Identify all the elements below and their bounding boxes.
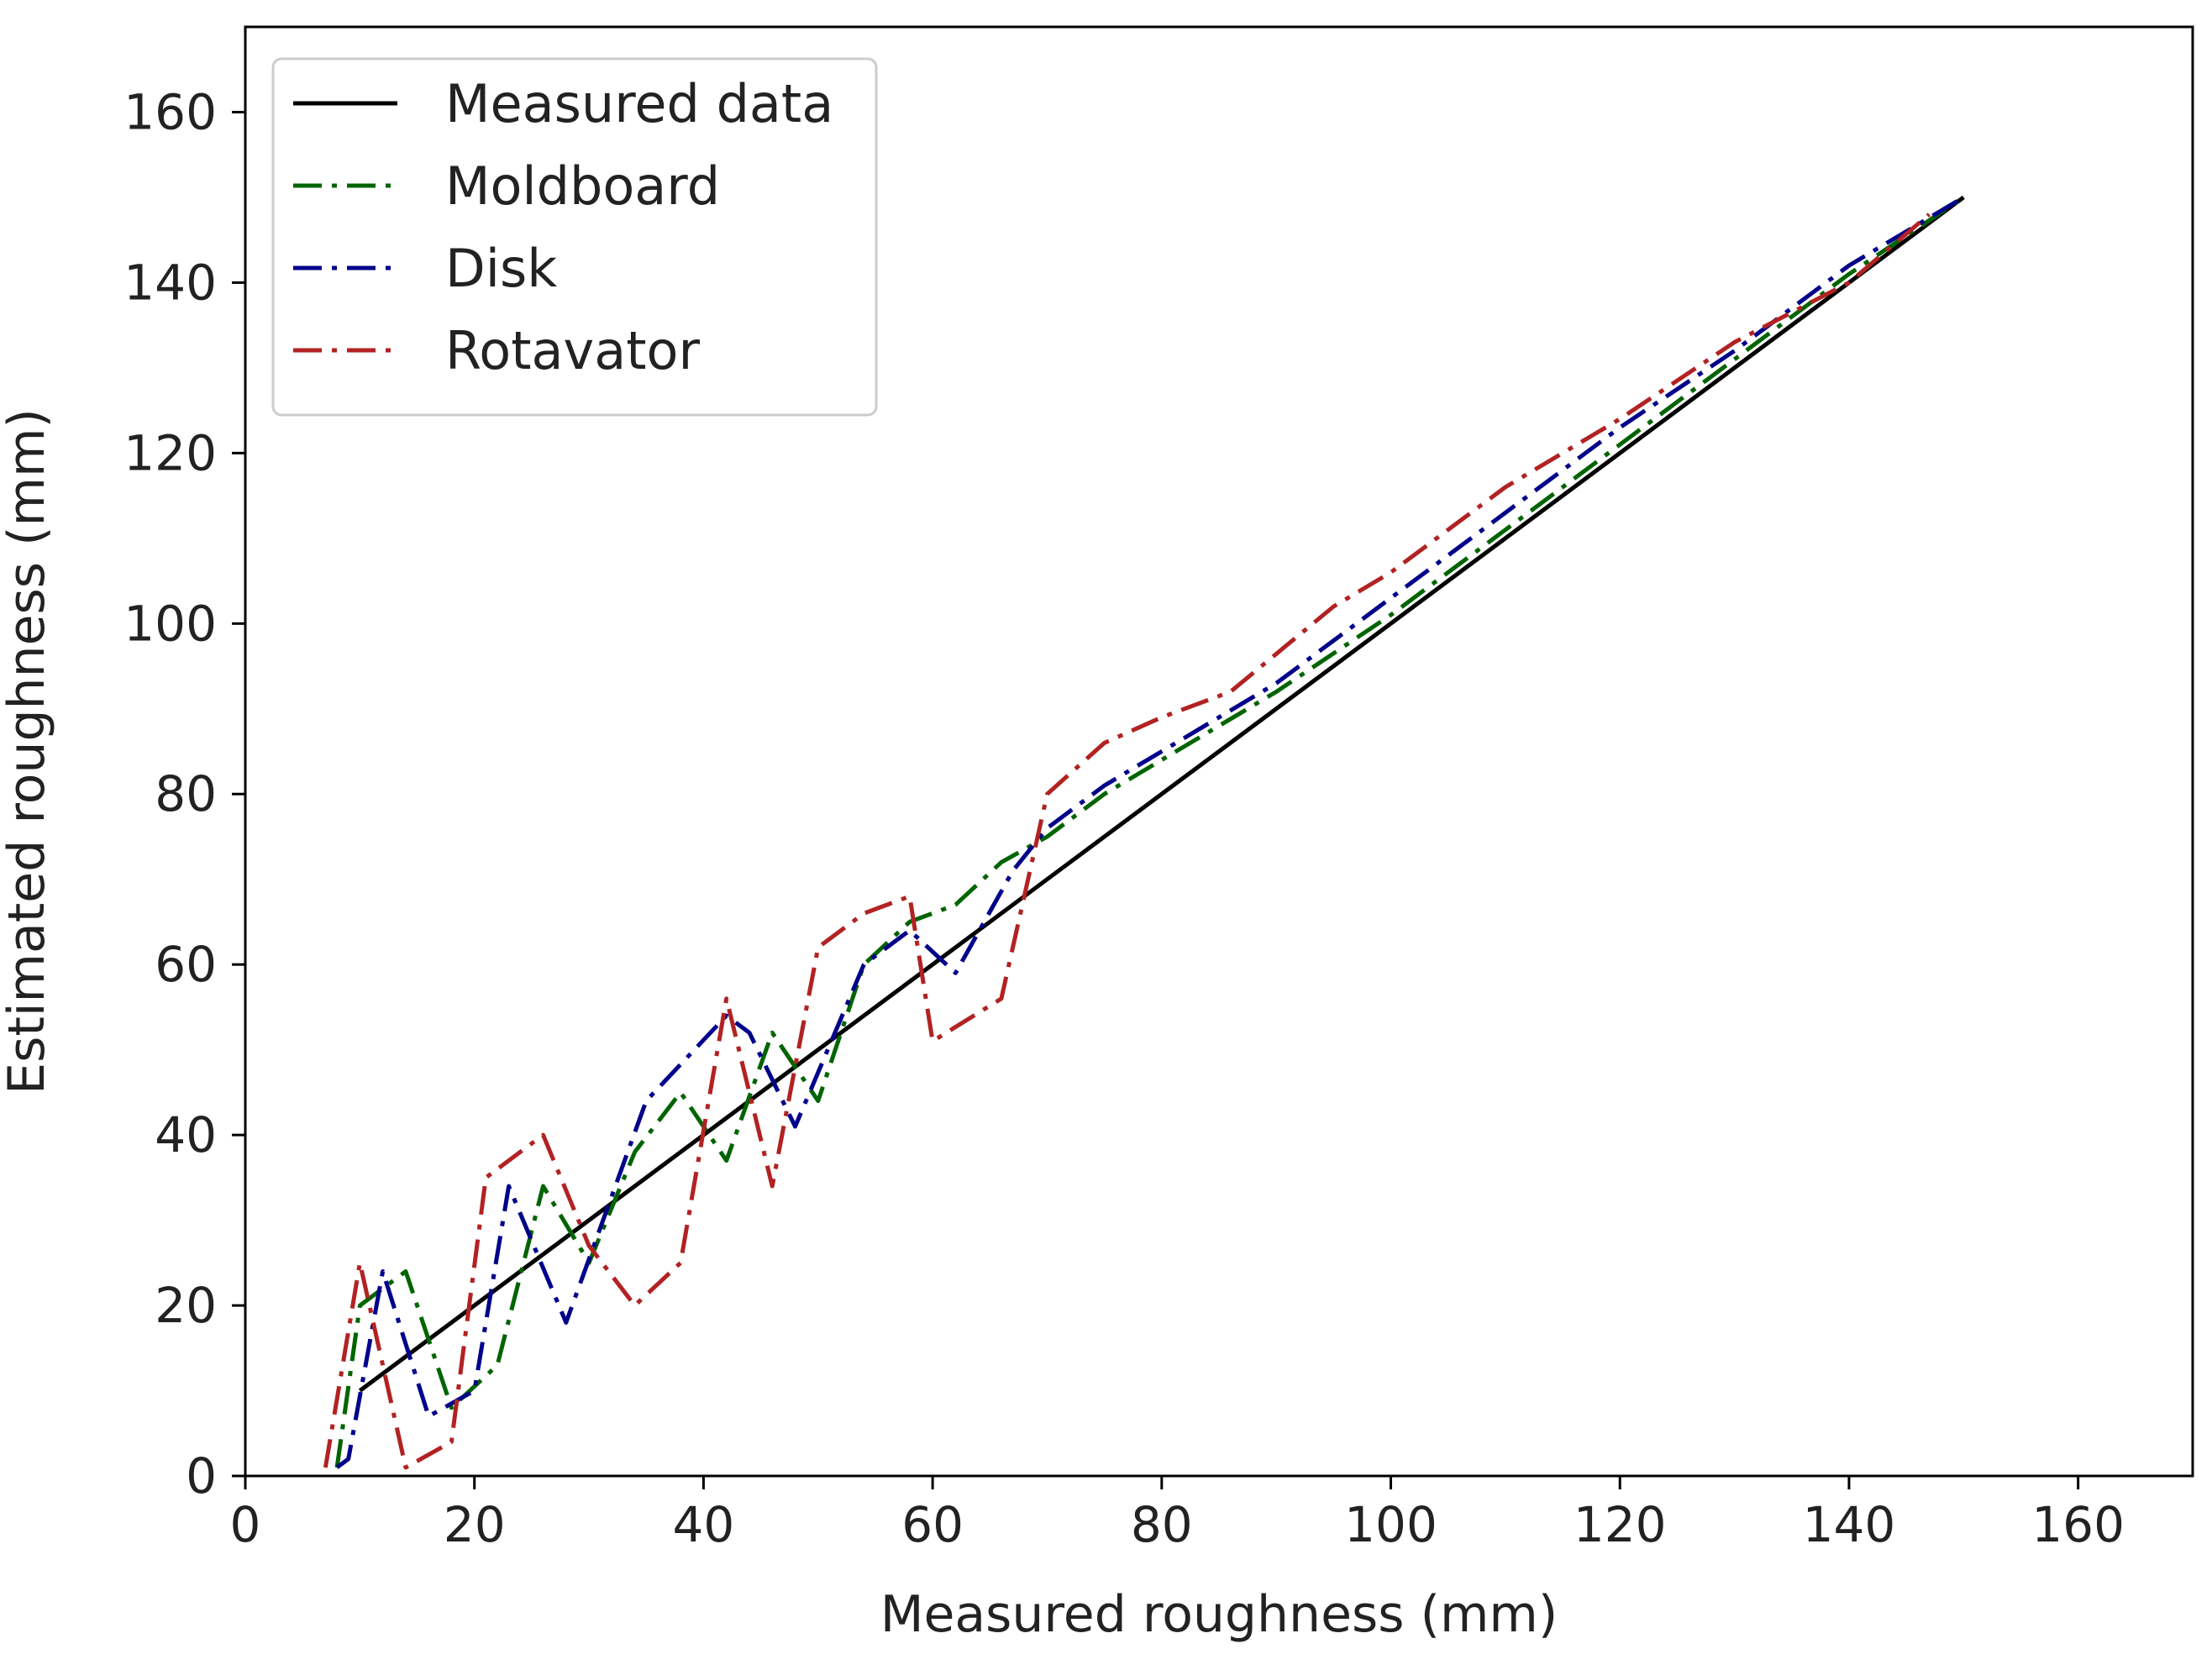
plot-frame [244, 25, 2194, 1478]
series-line-measured-data [358, 195, 1965, 1393]
y-tick-label: 60 [155, 936, 217, 993]
legend-label-moldboard: Moldboard [445, 155, 720, 217]
x-tick-label: 120 [1574, 1496, 1667, 1553]
x-tick-label: 60 [901, 1496, 964, 1553]
y-tick-label: 80 [155, 765, 217, 822]
y-tick-label: 140 [123, 254, 217, 311]
y-tick-label: 20 [155, 1277, 217, 1334]
legend-box [271, 57, 878, 417]
legend: Measured data Moldboard Disk Rotavator [271, 57, 878, 417]
legend-label-measured-data: Measured data [445, 73, 833, 134]
x-tick-label: 140 [1803, 1496, 1896, 1553]
legend-label-rotavator: Rotavator [445, 320, 700, 381]
y-tick-label: 120 [123, 424, 217, 481]
x-tick-label: 0 [230, 1496, 261, 1553]
y-tick-label: 160 [123, 83, 217, 140]
legend-label-disk: Disk [445, 238, 557, 299]
series-line-disk [335, 195, 1965, 1469]
x-tick-label: 160 [2031, 1496, 2125, 1553]
x-axis-label: Measured roughness (mm) [880, 1585, 1558, 1644]
series-line-moldboard [334, 195, 1965, 1468]
x-tick-label: 80 [1131, 1496, 1193, 1553]
series-line-rotavator [323, 213, 1931, 1470]
x-tick-label: 20 [444, 1496, 506, 1553]
y-tick-label: 40 [155, 1106, 217, 1163]
x-tick-label: 100 [1344, 1496, 1437, 1553]
y-axis-label: Estimated roughness (mm) [0, 408, 56, 1095]
y-tick-label: 0 [186, 1447, 217, 1505]
x-tick-label: 40 [673, 1496, 735, 1553]
data-layer [323, 195, 1965, 1470]
axis-layer: 0 20 40 60 80 100 120 140 160 0 20 40 60 80 100 120 140 1… [123, 25, 2194, 1553]
y-tick-label: 100 [123, 595, 217, 652]
